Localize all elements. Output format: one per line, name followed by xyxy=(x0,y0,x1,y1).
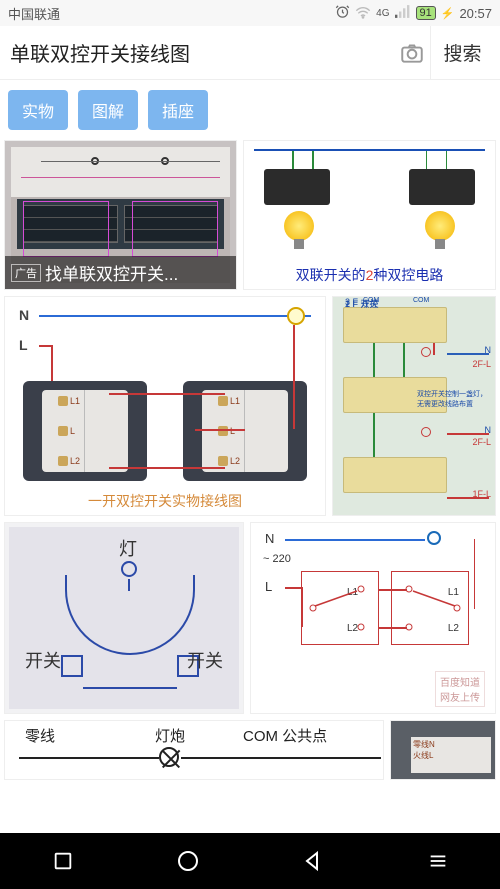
status-bar: 中国联通 4G 91 ⚡ 20:57 xyxy=(0,0,500,26)
watermark: 百度知道 网友上传 xyxy=(435,671,485,707)
nav-recent-button[interactable] xyxy=(49,847,77,875)
result-caption: 找单联双控开关... xyxy=(45,260,178,285)
result-caption: 双联开关的2种双控电路 xyxy=(244,265,495,285)
result-card-2[interactable]: 双联开关的2种双控电路 xyxy=(243,140,496,290)
navigation-bar xyxy=(0,833,500,889)
results-scroll[interactable]: 实物 图解 插座 xyxy=(0,80,500,833)
chip-physical[interactable]: 实物 xyxy=(8,90,68,130)
signal-icon xyxy=(395,5,411,21)
nav-back-button[interactable] xyxy=(299,847,327,875)
result-card-3[interactable]: N L L1 L L2 xyxy=(4,296,326,516)
chip-diagram[interactable]: 图解 xyxy=(78,90,138,130)
result-caption: 一开双控开关实物接线图 xyxy=(5,491,325,511)
camera-icon[interactable] xyxy=(394,40,430,66)
nav-menu-button[interactable] xyxy=(424,847,452,875)
result-card-6[interactable]: N ~ 220 L L1 L2 L1 L2 xyxy=(250,522,496,714)
nav-home-button[interactable] xyxy=(174,847,202,875)
ad-badge: 广告 xyxy=(11,264,41,282)
result-card-7[interactable]: 零线 灯炮 COM 公共点 xyxy=(4,720,384,780)
alarm-icon xyxy=(335,4,350,22)
result-card-4[interactable]: 3 F 2 F 双控 1 F 开关 COM COM N 2F-L N 2F-L … xyxy=(332,296,496,516)
search-button[interactable]: 搜索 xyxy=(430,26,494,79)
result-card-1[interactable]: 广告 找单联双控开关... xyxy=(4,140,237,290)
charging-icon: ⚡ xyxy=(441,7,455,20)
search-bar: 搜索 xyxy=(0,26,500,80)
filter-chips: 实物 图解 插座 xyxy=(0,80,500,140)
result-card-8[interactable]: 零线N 火线L xyxy=(390,720,496,780)
chip-socket[interactable]: 插座 xyxy=(148,90,208,130)
wifi-icon xyxy=(355,5,371,22)
search-input[interactable] xyxy=(6,35,394,70)
carrier-label: 中国联通 xyxy=(8,4,335,23)
battery-level: 91 xyxy=(420,7,432,19)
image-results: 广告 找单联双控开关... 双联开关的2种双控电路 N L xyxy=(0,140,500,780)
clock: 20:57 xyxy=(459,6,492,21)
result-card-5[interactable]: 灯 开关 开关 xyxy=(4,522,244,714)
status-icons: 4G 91 ⚡ 20:57 xyxy=(335,4,492,22)
battery-indicator: 91 xyxy=(416,6,436,20)
network-label: 4G xyxy=(376,8,389,19)
